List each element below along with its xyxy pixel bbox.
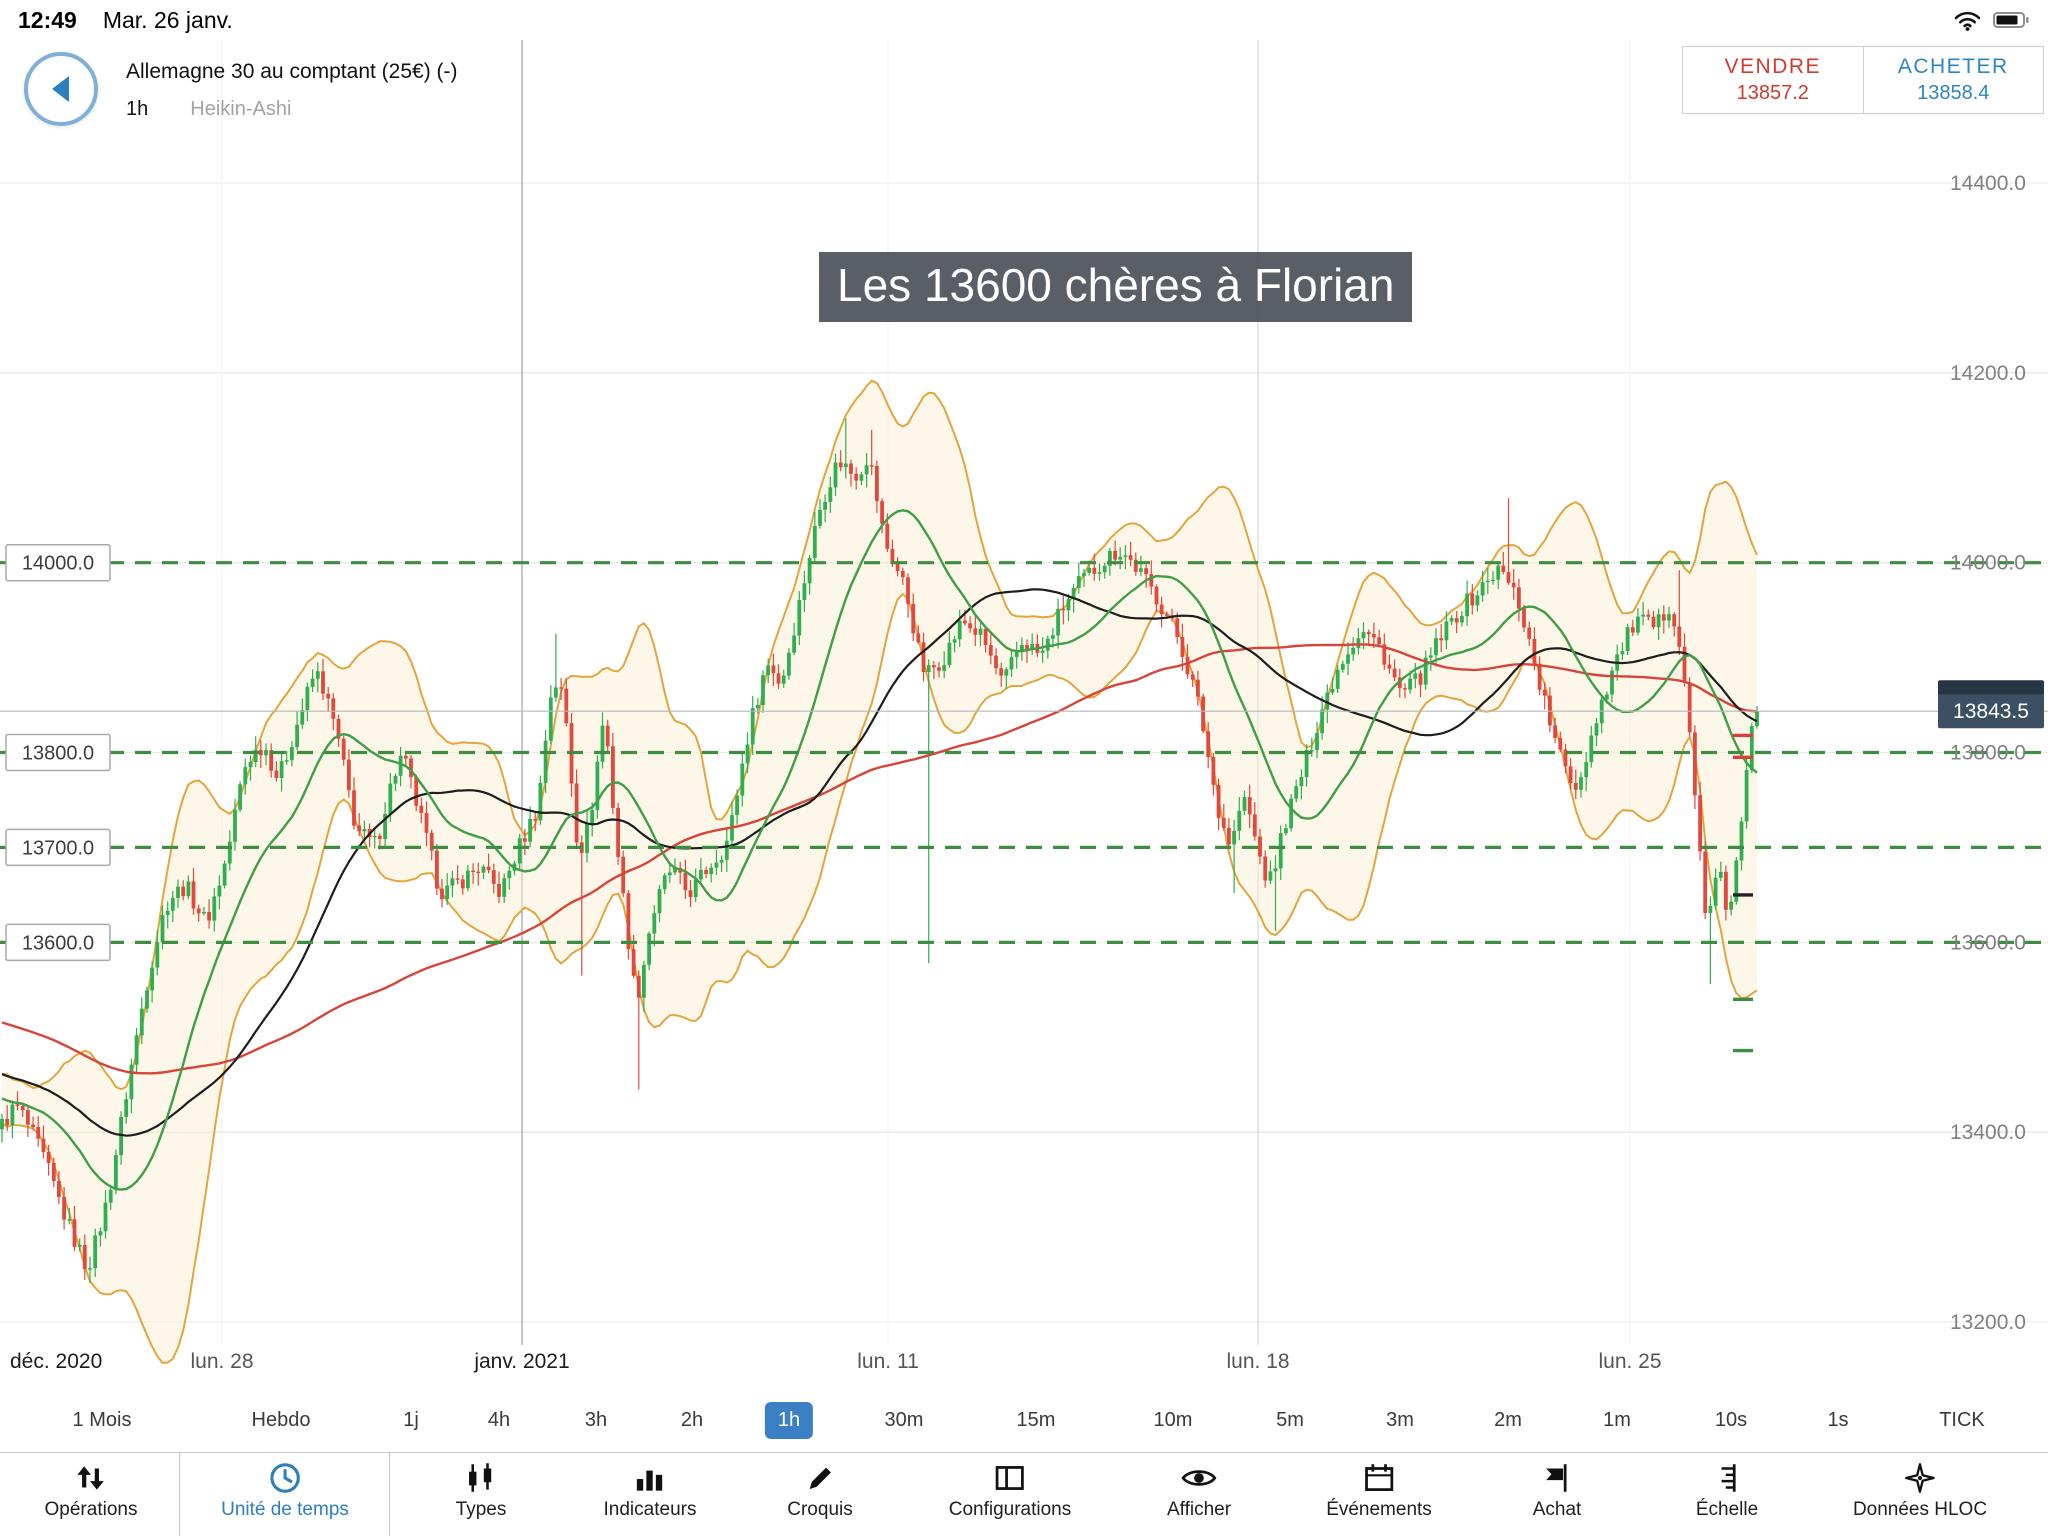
sort-arrows-icon bbox=[77, 1466, 105, 1490]
battery-icon bbox=[1993, 12, 2029, 28]
y-axis-labels: 14400.0 14200.0 14000.0 13800.0 13600.0 13400… bbox=[1950, 172, 2026, 1334]
x-axis-labels: déc. 2020 lun. 28 janv. 2021 lun. 11 lun. 18… bbox=[10, 1350, 1662, 1373]
toolbar-item-afficher[interactable]: Afficher bbox=[1167, 1459, 1231, 1521]
bollinger-bands bbox=[1, 379, 1758, 1364]
instrument-title[interactable]: Allemagne 30 au comptant (25€) (-) bbox=[126, 60, 458, 83]
chart-style-label[interactable]: Heikin-Ashi bbox=[190, 98, 292, 120]
timeframe-option-hebdo[interactable]: Hebdo bbox=[251, 1409, 311, 1431]
timeframe-option-10m[interactable]: 10m bbox=[1153, 1409, 1193, 1431]
toolbar-item-achat[interactable]: Achat bbox=[1533, 1459, 1581, 1521]
layout-icon bbox=[995, 1466, 1025, 1490]
flag-icon bbox=[1546, 1464, 1567, 1492]
calendar-icon bbox=[1364, 1464, 1394, 1491]
bar-chart-icon bbox=[637, 1470, 663, 1491]
timeframe-option-2h[interactable]: 2h bbox=[680, 1409, 704, 1431]
timeframe-current-label[interactable]: 1h bbox=[126, 98, 149, 120]
sell-button[interactable]: VENDRE 13857.2 bbox=[1683, 47, 1864, 113]
timeframe-option-1j[interactable]: 1j bbox=[403, 1409, 419, 1431]
buy-button[interactable]: ACHETER 13858.4 bbox=[1864, 47, 2044, 113]
current-price-line: 13843.5 bbox=[0, 680, 2048, 729]
price-chart[interactable]: 14000.013800.013700.013600.013843.514400… bbox=[0, 0, 2048, 1410]
candlestick-icon bbox=[469, 1463, 492, 1492]
timeframe-option-10s[interactable]: 10s bbox=[1714, 1409, 1748, 1431]
compass-icon bbox=[1905, 1463, 1935, 1493]
toolbar-item-configurations[interactable]: Configurations bbox=[949, 1459, 1071, 1521]
timeframe-option-15m[interactable]: 15m bbox=[1016, 1409, 1056, 1431]
position-markers bbox=[1733, 733, 1753, 1053]
timeframe-option-1mois[interactable]: 1 Mois bbox=[72, 1409, 132, 1431]
svg-text:14200.0: 14200.0 bbox=[1950, 362, 2026, 385]
svg-text:13700.0: 13700.0 bbox=[22, 837, 94, 859]
timeframe-option-2m[interactable]: 2m bbox=[1494, 1409, 1522, 1431]
timeframe-bar: 1 Mois Hebdo 1j 4h 3h 2h 1h 30m 15m 10m … bbox=[0, 1392, 2048, 1448]
toolbar-item-donnees-hloc[interactable]: Données HLOC bbox=[1853, 1459, 1987, 1521]
svg-text:13800.0: 13800.0 bbox=[22, 743, 94, 765]
timeframe-option-5m[interactable]: 5m bbox=[1276, 1409, 1304, 1431]
toolbar-item-evenements[interactable]: Événements bbox=[1326, 1459, 1432, 1521]
bottom-toolbar: Opérations Unité de temps Types bbox=[0, 1452, 2048, 1536]
timeframe-option-4h[interactable]: 4h bbox=[487, 1409, 511, 1431]
toolbar-item-types[interactable]: Types bbox=[456, 1459, 506, 1521]
timeframe-option-3m[interactable]: 3m bbox=[1386, 1409, 1414, 1431]
chart-annotation: Les 13600 chères à Florian bbox=[819, 252, 1413, 322]
svg-text:13843.5: 13843.5 bbox=[1953, 700, 2029, 723]
svg-text:14000.0: 14000.0 bbox=[1950, 552, 2026, 575]
svg-text:13200.0: 13200.0 bbox=[1950, 1311, 2026, 1334]
svg-text:lun. 28: lun. 28 bbox=[190, 1350, 253, 1373]
back-button[interactable] bbox=[24, 52, 98, 126]
eye-icon bbox=[1181, 1470, 1217, 1486]
clock-icon bbox=[270, 1463, 300, 1493]
svg-text:14000.0: 14000.0 bbox=[22, 553, 94, 575]
timeframe-option-1h[interactable]: 1h bbox=[764, 1402, 814, 1439]
toolbar-item-echelle[interactable]: Échelle bbox=[1696, 1459, 1758, 1521]
svg-text:13600.0: 13600.0 bbox=[22, 932, 94, 954]
toolbar-item-operations[interactable]: Opérations bbox=[45, 1459, 137, 1521]
buy-label: ACHETER bbox=[1897, 55, 2009, 79]
svg-text:14400.0: 14400.0 bbox=[1950, 172, 2026, 195]
chart-header: Allemagne 30 au comptant (25€) (-) 1h Hei… bbox=[24, 52, 458, 126]
candles bbox=[0, 418, 1759, 1284]
timeframe-option-tick[interactable]: TICK bbox=[1939, 1409, 1985, 1431]
toolbar-divider bbox=[179, 1453, 180, 1536]
buy-price: 13858.4 bbox=[1917, 81, 1990, 104]
timeframe-option-1m[interactable]: 1m bbox=[1603, 1409, 1631, 1431]
moving-averages bbox=[1, 509, 1758, 1191]
svg-text:lun. 25: lun. 25 bbox=[1598, 1350, 1661, 1373]
svg-text:lun. 18: lun. 18 bbox=[1226, 1350, 1289, 1373]
toolbar-item-croquis[interactable]: Croquis bbox=[787, 1459, 853, 1521]
svg-text:13800.0: 13800.0 bbox=[1950, 742, 2026, 765]
level-labels[interactable]: 14000.0 13800.0 13700.0 13600.0 bbox=[5, 543, 111, 962]
timeframe-option-30m[interactable]: 30m bbox=[884, 1409, 924, 1431]
svg-text:lun. 11: lun. 11 bbox=[857, 1350, 919, 1373]
toolbar-item-indicateurs[interactable]: Indicateurs bbox=[604, 1459, 696, 1521]
svg-text:13600.0: 13600.0 bbox=[1950, 931, 2026, 954]
toolbar-divider bbox=[389, 1453, 390, 1536]
toolbar-item-unite-de-temps[interactable]: Unité de temps bbox=[221, 1459, 349, 1521]
clock-time: 12:49 bbox=[18, 6, 77, 33]
status-date: Mar. 26 janv. bbox=[102, 6, 233, 33]
sell-price: 13857.2 bbox=[1736, 81, 1809, 104]
svg-text:13400.0: 13400.0 bbox=[1950, 1121, 2026, 1144]
svg-text:déc. 2020: déc. 2020 bbox=[10, 1350, 102, 1373]
level-lines[interactable] bbox=[0, 561, 2048, 945]
wifi-icon bbox=[1954, 11, 1981, 31]
sell-label: VENDRE bbox=[1724, 55, 1822, 79]
timeframe-option-1s[interactable]: 1s bbox=[1827, 1409, 1849, 1431]
svg-text:janv. 2021: janv. 2021 bbox=[473, 1350, 569, 1373]
status-bar: 12:49 Mar. 26 janv. bbox=[0, 0, 2048, 40]
trade-buttons: VENDRE 13857.2 ACHETER 13858.4 bbox=[1682, 46, 2044, 114]
pencil-icon bbox=[809, 1467, 831, 1490]
back-icon bbox=[52, 76, 69, 102]
timeframe-option-3h[interactable]: 3h bbox=[584, 1409, 608, 1431]
scale-icon bbox=[1721, 1464, 1736, 1492]
